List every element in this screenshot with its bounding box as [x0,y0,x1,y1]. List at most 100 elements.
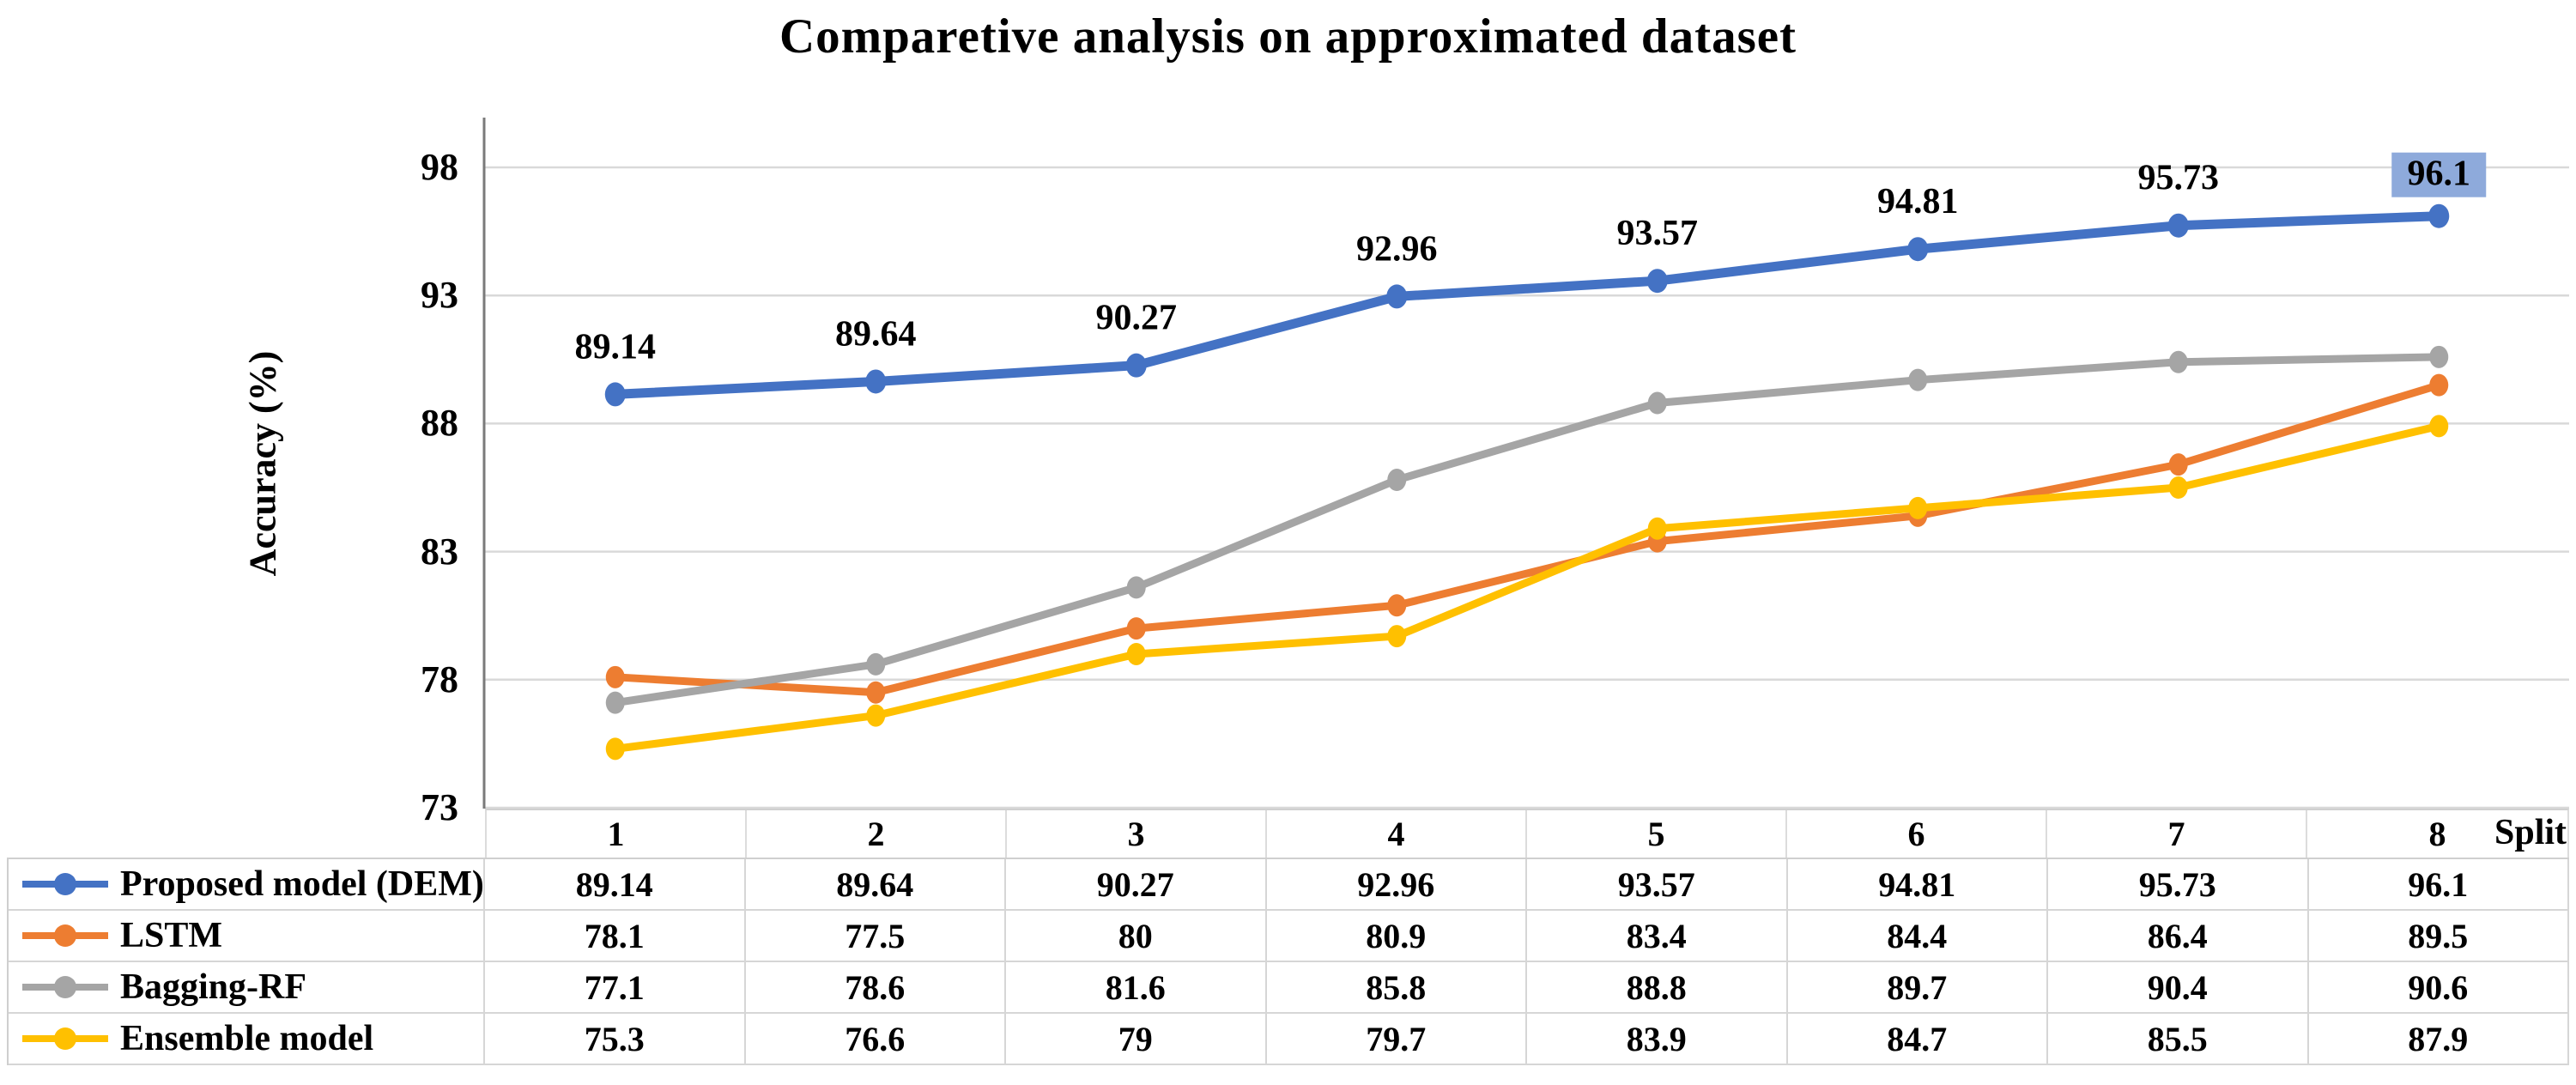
data-label: 92.96 [1356,229,1438,269]
series-name: Ensemble model [120,1019,374,1058]
legend-cell: Bagging-RF [9,962,485,1014]
data-point-bagging-rf [1387,469,1407,492]
data-point-proposed-model-dem [1386,284,1408,309]
data-point-lstm [866,681,886,704]
value-cell: 77.5 [745,911,1006,962]
x-category-cell: 1 [487,810,747,858]
value-cell: 81.6 [1006,962,1267,1014]
data-point-lstm [605,665,625,688]
data-point-proposed-model-dem [865,369,887,394]
value-cell: 90.6 [2308,962,2569,1014]
value-cell: 85.8 [1266,962,1527,1014]
chart-title: Comparetive analysis on approximated dat… [779,9,1797,64]
data-label: 90.27 [1096,299,1178,338]
data-point-proposed-model-dem [2428,203,2450,228]
data-point-bagging-rf [2429,345,2449,368]
data-point-lstm [1387,594,1407,617]
legend-cell: Proposed model (DEM) [9,859,485,911]
series-line-proposed-model-dem [610,211,2444,399]
data-point-bagging-rf [2168,350,2188,373]
value-cell: 85.5 [2048,1014,2309,1065]
value-cell: 89.14 [485,859,746,911]
value-cell: 90.4 [2048,962,2309,1014]
series-line-ensemble-model [611,421,2443,753]
value-cell: 96.1 [2308,859,2569,911]
x-category-cell: 2 [747,810,1007,858]
legend-marker-icon [22,923,108,949]
data-point-ensemble-model [1126,642,1146,665]
x-category-cell: 7 [2047,810,2307,858]
value-cell: 78.6 [745,962,1006,1014]
data-point-bagging-rf [1647,391,1667,415]
highlighted-data-label: 96.1 [2408,155,2471,194]
legend-marker-icon [22,1026,108,1052]
value-cell: 89.64 [745,859,1006,911]
data-point-proposed-model-dem [1646,269,1668,294]
data-label: 89.64 [835,314,917,354]
series-name: Proposed model (DEM) [120,864,484,904]
value-cell: 75.3 [485,1014,746,1065]
data-point-proposed-model-dem [1125,353,1147,378]
data-point-lstm [2168,453,2188,476]
x-axis-title: Split [2494,813,2567,852]
data-point-bagging-rf [1126,576,1146,599]
data-point-ensemble-model [605,737,625,761]
data-point-proposed-model-dem [2167,213,2189,238]
series-line-bagging-rf [611,353,2443,707]
value-cell: 93.57 [1527,859,1788,911]
value-cell: 86.4 [2048,911,2309,962]
value-cell: 80.9 [1266,911,1527,962]
x-category-cell: 8 [2428,815,2446,853]
value-cell: 80 [1006,911,1267,962]
legend-cell: Ensemble model [9,1014,485,1065]
legend-cell: LSTM [9,911,485,962]
y-tick-label: 88 [421,402,458,445]
series-name: Bagging-RF [120,967,307,1007]
value-cell: 87.9 [2308,1014,2569,1065]
x-category-cell: 3 [1007,810,1267,858]
y-tick-label: 83 [421,530,458,573]
chart-data-table: Proposed model (DEM) 89.14 89.64 90.27 92.96… [7,858,2569,1065]
data-point-proposed-model-dem [1907,237,1929,262]
value-cell: 79.7 [1266,1014,1527,1065]
value-cell: 95.73 [2048,859,2309,911]
data-label: 89.14 [575,327,657,367]
value-cell: 77.1 [485,962,746,1014]
data-point-lstm [1126,617,1146,640]
y-tick-label: 93 [421,274,458,317]
x-category-cell: 5 [1527,810,1787,858]
value-cell: 90.27 [1006,859,1267,911]
x-category-cell: 6 [1787,810,2047,858]
x-category-cell: 4 [1267,810,1527,858]
value-cell: 83.4 [1527,911,1788,962]
data-point-ensemble-model [866,704,886,727]
data-label: 95.73 [2138,159,2220,198]
data-point-ensemble-model [1387,625,1407,648]
data-point-bagging-rf [1908,368,1928,391]
data-point-ensemble-model [2168,476,2188,499]
data-point-ensemble-model [2429,415,2449,438]
data-point-proposed-model-dem [604,382,626,407]
value-cell: 88.8 [1527,962,1788,1014]
highlighted-label-box [2391,152,2487,197]
data-point-ensemble-model [1908,496,1928,519]
value-cell: 76.6 [745,1014,1006,1065]
data-label: 94.81 [1877,182,1959,221]
legend-marker-icon [22,871,108,897]
y-tick-label: 73 [421,786,458,828]
data-label: 93.57 [1617,214,1699,253]
y-tick-label: 98 [421,146,458,188]
value-cell: 92.96 [1266,859,1527,911]
value-cell: 89.5 [2308,911,2569,962]
value-cell: 94.81 [1787,859,2048,911]
y-tick-label: 78 [421,658,458,700]
series-line-lstm [611,381,2443,697]
value-cell: 78.1 [485,911,746,962]
value-cell: 89.7 [1787,962,2048,1014]
value-cell: 84.7 [1787,1014,2048,1065]
value-cell: 79 [1006,1014,1267,1065]
data-point-bagging-rf [866,652,886,676]
